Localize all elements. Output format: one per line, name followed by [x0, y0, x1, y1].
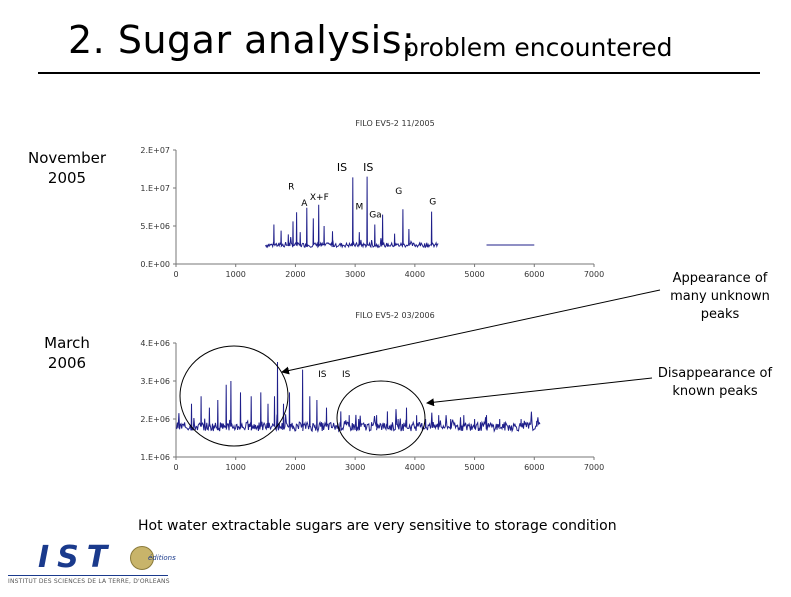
slide-title: 2. Sugar analysis: — [68, 18, 416, 62]
mar2006-x-tick-label: 1000 — [226, 463, 246, 472]
nov2005-y-tick-label: 0.E+00 — [140, 260, 170, 269]
mar2006-x-tick-label: 4000 — [405, 463, 425, 472]
nov2005-peak-label: G — [395, 187, 402, 197]
highlight-circle-unknown-peaks — [179, 345, 289, 447]
nov2005-peak-label: X+F — [310, 193, 329, 203]
nov2005-trace — [265, 176, 439, 249]
mar2006-x-tick-label: 2000 — [285, 463, 305, 472]
mar2006-x-tick-label: 6000 — [524, 463, 544, 472]
mar2006-x-tick-label: 0 — [173, 463, 178, 472]
logo-badge-icon — [130, 546, 154, 570]
mar2006-trace — [175, 361, 541, 433]
mar2006-peak-label: IS — [342, 370, 351, 380]
nov2005-x-tick-label: 5000 — [464, 270, 484, 279]
annotation-disappearance: Disappearance of known peaks — [657, 366, 773, 399]
nov2005-chart-title: FILO EV5-2 11/2005 — [355, 119, 434, 128]
nov2005-peak-label: A — [301, 199, 308, 209]
footer-note: Hot water extractable sugars are very se… — [138, 518, 617, 534]
title-underline — [38, 72, 760, 74]
nov2005-peak-label: R — [288, 183, 294, 193]
nov2005-peak-label: M — [355, 202, 363, 212]
nov2005-x-tick-label: 1000 — [226, 270, 246, 279]
date-label-november-2005: November 2005 — [27, 149, 107, 187]
arrow-to-unknown-peaks — [281, 289, 661, 375]
nov2005-x-tick-label: 4000 — [405, 270, 425, 279]
nov2005-peak-label: IS — [363, 161, 373, 174]
nov2005-x-tick-label: 3000 — [345, 270, 365, 279]
ist-logo: IST éditions INSTITUT DES SCIENCES DE LA… — [8, 538, 178, 594]
mar2006-peak-label: IS — [318, 370, 327, 380]
arrow-to-missing-peaks — [426, 377, 653, 407]
nov2005-x-tick-label: 0 — [173, 270, 178, 279]
nov2005-x-tick-label: 2000 — [285, 270, 305, 279]
mar2006-y-tick-label: 1.E+06 — [140, 453, 170, 462]
nov2005-y-tick-label: 1.E+07 — [140, 184, 170, 193]
nov2005-x-tick-label: 6000 — [524, 270, 544, 279]
logo-subtitle: INSTITUT DES SCIENCES DE LA TERRE, D'ORL… — [8, 578, 170, 585]
mar2006-chart-title: FILO EV5-2 03/2006 — [355, 311, 434, 320]
logo-underline — [8, 575, 168, 576]
mar2006-x-tick-label: 5000 — [464, 463, 484, 472]
nov2005-peak-label: G — [429, 198, 436, 208]
mar2006-y-tick-label: 4.E+06 — [140, 339, 170, 348]
mar2006-y-tick-label: 2.E+06 — [140, 415, 170, 424]
nov2005-peak-label: Ga — [369, 211, 382, 221]
nov2005-peak-label: IS — [337, 161, 347, 174]
mar2006-y-tick-label: 3.E+06 — [140, 377, 170, 386]
mar2006-x-tick-label: 7000 — [584, 463, 604, 472]
highlight-circle-missing-peaks — [336, 380, 426, 456]
nov2005-y-tick-label: 2.E+07 — [140, 146, 170, 155]
mar2006-x-tick-label: 3000 — [345, 463, 365, 472]
logo-text: IST — [38, 540, 116, 575]
date-label-march-2006: March 2006 — [44, 334, 90, 372]
annotation-appearance: Appearance of many unknown peaks — [670, 271, 770, 322]
nov2005-y-tick-label: 5.E+06 — [140, 222, 170, 231]
nov2005-x-tick-label: 7000 — [584, 270, 604, 279]
slide-subtitle: problem encountered — [403, 33, 673, 62]
logo-badge-text: éditions — [148, 554, 176, 562]
